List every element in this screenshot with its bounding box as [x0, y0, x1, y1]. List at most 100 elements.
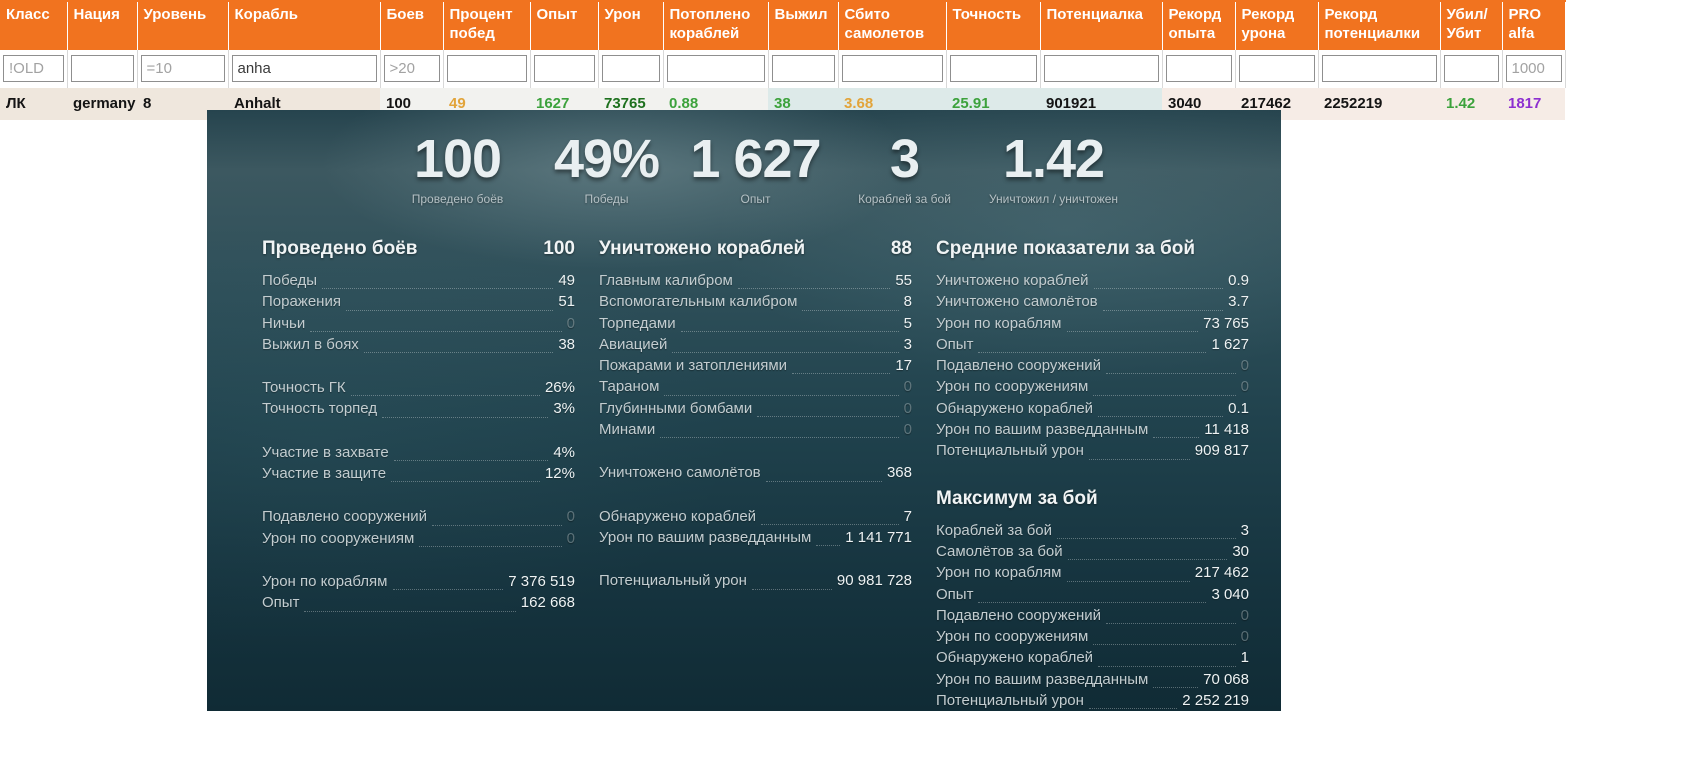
stat-row: Урон по сооружениям 0 — [936, 628, 1249, 649]
filter-cell — [838, 49, 947, 88]
section-header: Максимум за бой — [936, 488, 1249, 510]
filter-input[interactable] — [70, 55, 134, 82]
filter-cell — [946, 49, 1041, 88]
stat-column: Уничтожено кораблей 88 Главным калибром 55 В… — [599, 238, 912, 713]
column-header: Рекорд урона — [1235, 0, 1319, 50]
stat-group: Потенциальный урон 90 981 728 — [599, 572, 912, 593]
column-header: Процент побед — [443, 0, 531, 50]
stat-section: Средние показатели за бой Уничтожено кора… — [936, 238, 1249, 464]
stat-group: Главным калибром 55 Вспомогательным калибр… — [599, 272, 912, 442]
big-stat-label: Уничтожил / уничтожен — [988, 192, 1119, 206]
filter-input[interactable] — [231, 55, 377, 82]
stat-row: Урон по сооружениям 0 — [936, 378, 1249, 399]
value-cell: 2252219 — [1318, 87, 1440, 120]
stat-value: 3 — [903, 335, 912, 353]
stat-value: 0 — [903, 399, 912, 417]
filter-input[interactable] — [949, 55, 1037, 82]
filter-input[interactable] — [841, 55, 943, 82]
stat-row: Ничьи 0 — [262, 315, 575, 336]
dotted-leader — [310, 330, 562, 332]
dotted-leader — [1093, 394, 1236, 396]
filter-input[interactable] — [771, 55, 835, 82]
stat-row: Точность торпед 3% — [262, 400, 575, 421]
stat-label: Ничьи — [262, 314, 306, 332]
stat-value: 0 — [566, 529, 575, 547]
table-header-row: Класс Нация Уровень Корабль Боев Процент побе… — [0, 0, 1566, 50]
dotted-leader — [1066, 580, 1190, 582]
dotted-leader — [1106, 623, 1236, 625]
stat-label: Самолётов за бой — [936, 542, 1063, 560]
stat-value: 909 817 — [1194, 442, 1249, 460]
stat-label: Обнаружено кораблей — [599, 507, 757, 525]
column-header: Корабль — [228, 0, 381, 50]
section-header: Средние показатели за бой — [936, 238, 1249, 260]
filter-input[interactable] — [446, 55, 527, 82]
stat-row: Пожарами и затоплениями 17 — [599, 357, 912, 378]
filter-input[interactable] — [533, 55, 595, 82]
filter-input[interactable] — [1238, 55, 1315, 82]
filter-input[interactable] — [140, 55, 225, 82]
dotted-leader — [392, 589, 504, 591]
stat-row: Главным калибром 55 — [599, 272, 912, 293]
stat-value: 30 — [1232, 542, 1249, 560]
filter-cell — [598, 49, 664, 88]
stat-group: Уничтожено самолётов 368 — [599, 464, 912, 485]
stat-label: Потенциальный урон — [599, 572, 747, 590]
dotted-leader — [1153, 437, 1200, 439]
filter-cell — [0, 49, 68, 88]
stat-row: Глубинными бомбами 0 — [599, 400, 912, 421]
stat-row: Поражения 51 — [262, 293, 575, 314]
filter-cell — [137, 49, 229, 88]
stat-row: Опыт 162 668 — [262, 594, 575, 615]
stat-label: Опыт — [936, 335, 974, 353]
stat-row: Урон по вашим разведданным 1 141 771 — [599, 529, 912, 550]
stat-value: 90 981 728 — [836, 572, 912, 590]
filter-input[interactable] — [1165, 55, 1232, 82]
stat-row: Опыт 1 627 — [936, 336, 1249, 357]
filter-cell — [1502, 49, 1566, 88]
filter-input[interactable] — [1443, 55, 1499, 82]
filter-cell — [380, 49, 444, 88]
filter-input[interactable] — [1043, 55, 1159, 82]
stat-label: Потенциальный урон — [936, 442, 1084, 460]
dotted-leader — [672, 352, 899, 354]
stat-value: 3% — [553, 400, 575, 418]
stat-group: Точность ГК 26% Точность торпед 3% — [262, 379, 575, 422]
stat-value: 1 627 — [1211, 335, 1249, 353]
stat-value: 5 — [903, 314, 912, 332]
stat-value: 3 040 — [1211, 585, 1249, 603]
dotted-leader — [765, 480, 882, 482]
dotted-leader — [978, 601, 1207, 603]
stat-value: 3 — [1240, 521, 1249, 539]
column-header: Урон — [598, 0, 664, 50]
section-title: Средние показатели за бой — [936, 238, 1196, 259]
filter-input[interactable] — [383, 55, 440, 82]
stat-value: 217 462 — [1194, 564, 1249, 582]
filter-input[interactable] — [1321, 55, 1437, 82]
big-stat-xp: 1 627 Опыт — [681, 132, 830, 206]
stat-label: Урон по вашим разведданным — [936, 670, 1149, 688]
filter-input[interactable] — [1505, 55, 1562, 82]
column-header: PRO alfa — [1502, 0, 1566, 50]
stat-label: Участие в захвате — [262, 443, 389, 461]
stat-label: Выжил в боях — [262, 335, 359, 353]
stat-value: 7 — [903, 507, 912, 525]
stat-label: Опыт — [262, 594, 300, 612]
dotted-leader — [978, 352, 1207, 354]
filter-input[interactable] — [666, 55, 765, 82]
stat-group: Урон по кораблям 7 376 519 Опыт 162 668 — [262, 573, 575, 616]
stat-group: Победы 49 Поражения 51 Ничьи 0 Выжил в боях 38 — [262, 272, 575, 357]
stat-value: 1 — [1240, 649, 1249, 667]
stat-value: 0 — [1240, 628, 1249, 646]
filter-input[interactable] — [3, 55, 64, 82]
filter-cell — [1162, 49, 1236, 88]
stat-value: 12% — [544, 465, 575, 483]
stat-label: Урон по кораблям — [936, 564, 1062, 582]
stat-value: 3.7 — [1228, 293, 1249, 311]
column-header: Убил/ Убит — [1440, 0, 1503, 50]
stat-group: Обнаружено кораблей 7 Урон по вашим развед… — [599, 508, 912, 551]
dotted-leader — [345, 309, 554, 311]
filter-input[interactable] — [601, 55, 660, 82]
stat-row: Подавлено сооружений 0 — [936, 357, 1249, 378]
